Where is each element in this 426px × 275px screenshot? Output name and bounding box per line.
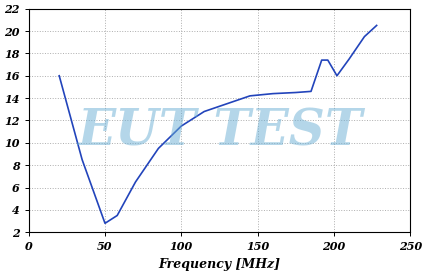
Text: EUT TEST: EUT TEST [77, 107, 362, 156]
X-axis label: Frequency [MHz]: Frequency [MHz] [158, 258, 280, 271]
